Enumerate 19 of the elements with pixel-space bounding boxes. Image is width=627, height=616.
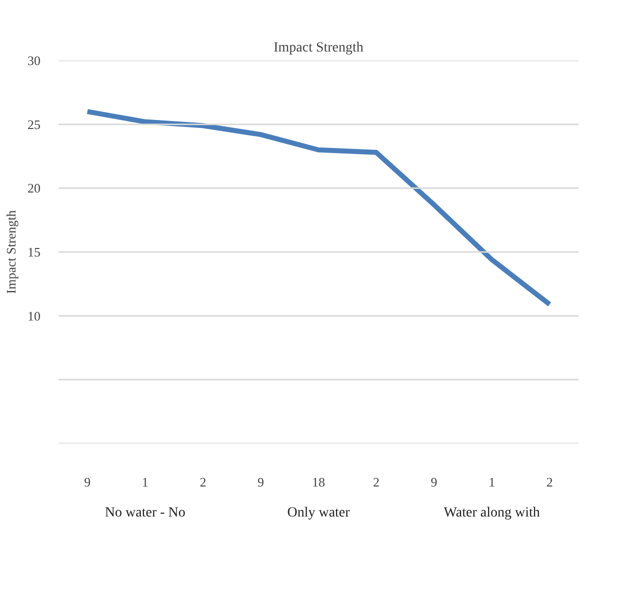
x-tick-label: 1	[142, 474, 148, 490]
x-tick-label: 9	[257, 474, 264, 490]
x-tick-label: 2	[546, 474, 553, 490]
text: No water - No	[104, 506, 186, 520]
x-tick-label: 18	[312, 474, 325, 490]
y-tick-label: 30	[28, 53, 40, 68]
text: Only water	[287, 506, 350, 520]
y-tick-label: 25	[28, 116, 40, 132]
y-tick-label: 15	[28, 244, 40, 260]
y-axis-title: Impact Strength	[4, 210, 18, 294]
x-tick-label: 2	[373, 474, 380, 490]
text: Water along with	[444, 506, 540, 520]
y-tick-label: 10	[28, 308, 40, 324]
x-tick-label: 2	[200, 474, 206, 490]
y-tick-label: 20	[28, 180, 40, 196]
x-tick-label: 1	[488, 474, 496, 490]
x-tick-label: 9	[430, 474, 438, 490]
x-tick-label: 9	[84, 474, 91, 490]
chart-title: Impact Strength	[274, 40, 364, 56]
